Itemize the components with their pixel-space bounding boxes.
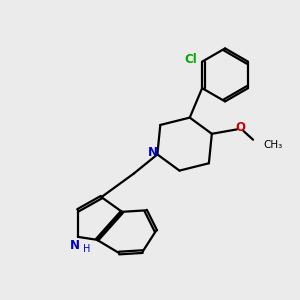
Text: H: H [83,244,90,254]
Text: N: N [70,238,80,252]
Text: N: N [148,146,158,159]
Text: CH₃: CH₃ [263,140,283,150]
Text: O: O [236,122,245,134]
Text: Cl: Cl [184,52,197,65]
